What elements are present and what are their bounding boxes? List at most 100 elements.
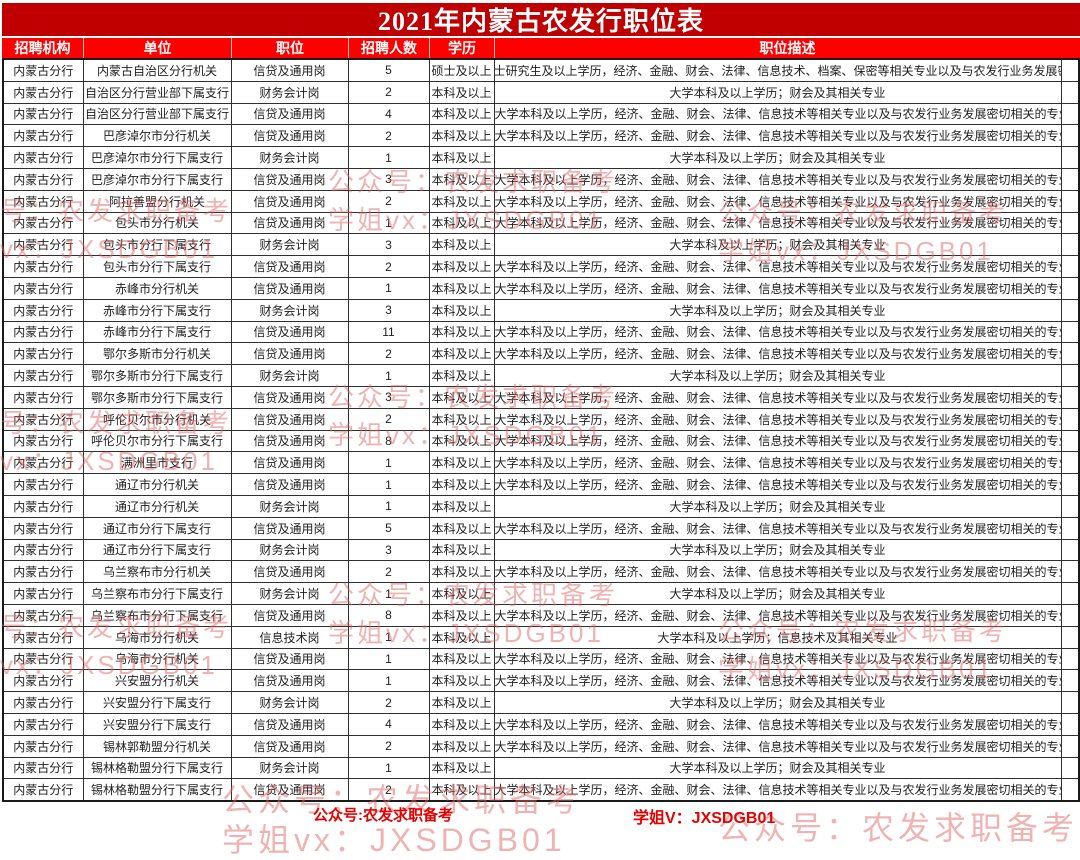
cell-description: 大学本科及以上学历，经济、金融、财会、法律、信息技术等相关专业以及与农发行业务发…	[493, 429, 1062, 453]
cell-spacer	[1060, 560, 1080, 584]
cell-count: 2	[347, 124, 430, 148]
cell-count: 1	[347, 473, 430, 496]
cell-unit: 自治区分行营业部下属支行	[82, 80, 232, 104]
cell-education: 本科及以上	[428, 276, 495, 300]
cell-org: 内蒙古分行	[2, 582, 84, 605]
description-text: 大学本科及以上学历；财会及其相关专业	[669, 587, 886, 602]
cell-org: 内蒙古分行	[2, 669, 84, 693]
description-text: 大学本科及以上学历；财会及其相关专业	[669, 151, 886, 166]
description-text: 大学本科及以上学历，经济、金融、财会、法律、信息技术等相关专业以及与农发行业务发…	[494, 194, 1061, 209]
cell-org: 内蒙古分行	[2, 494, 84, 518]
cell-description: 大学本科及以上学历；财会及其相关专业	[493, 146, 1062, 169]
cell-description: 大学本科及以上学历，经济、金融、财会、法律、信息技术等相关专业以及与农发行业务发…	[493, 342, 1062, 366]
cell-education: 本科及以上	[428, 473, 495, 496]
cell-position: 信贷及通用岗	[230, 669, 349, 693]
cell-spacer	[1060, 625, 1080, 649]
cell-unit: 乌海市分行机关	[82, 647, 232, 671]
cell-position: 信贷及通用岗	[230, 124, 349, 148]
cell-unit: 内蒙古自治区分行机关	[82, 58, 232, 82]
cell-count: 2	[347, 342, 430, 366]
cell-description: 大学本科及以上学历，经济、金融、财会、法律、信息技术等相关专业以及与农发行业务发…	[493, 647, 1062, 671]
cell-unit: 巴彦淖尔市分行机关	[82, 124, 232, 148]
description-text: 大学本科及以上学历，经济、金融、财会、法律、信息技术等相关专业以及与农发行业务发…	[494, 325, 1061, 340]
cell-description: 大学本科及以上学历，经济、金融、财会、法律、信息技术等相关专业以及与农发行业务发…	[493, 255, 1062, 278]
cell-org: 内蒙古分行	[2, 778, 84, 802]
cell-unit: 包头市分行下属支行	[82, 233, 232, 257]
cell-unit: 锡林郭勒盟分行机关	[82, 734, 232, 758]
cell-description: 大学本科及以上学历，经济、金融、财会、法律、信息技术等相关专业以及与农发行业务发…	[493, 669, 1062, 693]
cell-spacer	[1060, 255, 1080, 278]
cell-description: 硕士研究生及以上学历，经济、金融、财会、法律、信息技术、档案、保密等相关专业以及…	[493, 58, 1062, 82]
cell-position: 信贷及通用岗	[230, 385, 349, 409]
cell-count: 2	[347, 778, 430, 802]
cell-position: 信贷及通用岗	[230, 255, 349, 278]
cell-position: 信贷及通用岗	[230, 712, 349, 736]
table-row: 内蒙古分行 锡林格勒盟分行下属支行 财务会计岗 1 本科及以上 大学本科及以上学…	[2, 756, 1080, 780]
table-row: 内蒙古分行 鄂尔多斯市分行下属支行 财务会计岗 1 本科及以上 大学本科及以上学…	[2, 364, 1080, 387]
cell-education: 本科及以上	[428, 647, 495, 671]
cell-education: 本科及以上	[428, 451, 495, 475]
cell-spacer	[1060, 407, 1080, 431]
cell-count: 1	[347, 582, 430, 605]
table-row: 内蒙古分行 乌兰察布市分行下属支行 财务会计岗 1 本科及以上 大学本科及以上学…	[2, 582, 1080, 605]
description-text: 大学本科及以上学历，经济、金融、财会、法律、信息技术等相关专业以及与农发行业务发…	[494, 608, 1061, 623]
table-row: 内蒙古分行 兴安盟分行下属支行 信贷及通用岗 4 本科及以上 大学本科及以上学历…	[2, 712, 1080, 736]
cell-count: 5	[347, 516, 430, 540]
cell-description: 大学本科及以上学历；财会及其相关专业	[493, 364, 1062, 387]
table-row: 内蒙古分行 自治区分行营业部下属支行 信贷及通用岗 4 本科及以上 大学本科及以…	[2, 102, 1080, 126]
cell-org: 内蒙古分行	[2, 756, 84, 780]
description-text: 大学本科及以上学历，经济、金融、财会、法律、信息技术等相关专业以及与农发行业务发…	[494, 172, 1061, 187]
cell-unit: 兴安盟分行机关	[82, 669, 232, 693]
cell-description: 大学本科及以上学历，经济、金融、财会、法律、信息技术等相关专业以及与农发行业务发…	[493, 407, 1062, 431]
cell-education: 本科及以上	[428, 124, 495, 148]
cell-position: 财务会计岗	[230, 80, 349, 104]
cell-org: 内蒙古分行	[2, 516, 84, 540]
cell-org: 内蒙古分行	[2, 647, 84, 671]
cell-unit: 巴彦淖尔市分行下属支行	[82, 167, 232, 191]
cell-description: 大学本科及以上学历；信息技术及其相关专业	[493, 625, 1062, 649]
table-row: 内蒙古分行 内蒙古自治区分行机关 信贷及通用岗 5 硕士及以上 硕士研究生及以上…	[2, 58, 1080, 82]
cell-count: 1	[347, 364, 430, 387]
cell-position: 信贷及通用岗	[230, 342, 349, 366]
cell-education: 本科及以上	[428, 189, 495, 213]
description-text: 大学本科及以上学历；财会及其相关专业	[669, 303, 886, 318]
cell-org: 内蒙古分行	[2, 298, 84, 322]
cell-unit: 呼伦贝尔市分行下属支行	[82, 429, 232, 453]
table-row: 内蒙古分行 兴安盟分行机关 信贷及通用岗 1 本科及以上 大学本科及以上学历，经…	[2, 669, 1080, 693]
cell-unit: 赤峰市分行机关	[82, 276, 232, 300]
cell-count: 3	[347, 233, 430, 257]
cell-position: 信贷及通用岗	[230, 276, 349, 300]
cell-position: 信贷及通用岗	[230, 451, 349, 475]
cell-position: 财务会计岗	[230, 233, 349, 257]
cell-unit: 巴彦淖尔市分行下属支行	[82, 146, 232, 169]
table-header: 招聘机构 单位 职位 招聘人数 学历 职位描述	[2, 38, 1080, 58]
cell-org: 内蒙古分行	[2, 451, 84, 475]
cell-education: 本科及以上	[428, 778, 495, 802]
cell-org: 内蒙古分行	[2, 167, 84, 191]
cell-position: 财务会计岗	[230, 538, 349, 562]
cell-spacer	[1060, 298, 1080, 322]
cell-org: 内蒙古分行	[2, 102, 84, 126]
cell-org: 内蒙古分行	[2, 385, 84, 409]
column-header-position: 职位	[231, 38, 348, 58]
cell-count: 1	[347, 756, 430, 780]
description-text: 大学本科及以上学历，经济、金融、财会、法律、信息技术等相关专业以及与农发行业务发…	[494, 521, 1061, 536]
cell-count: 2	[347, 189, 430, 213]
cell-spacer	[1060, 80, 1080, 104]
cell-count: 3	[347, 385, 430, 409]
table-row: 内蒙古分行 鄂尔多斯市分行机关 信贷及通用岗 2 本科及以上 大学本科及以上学历…	[2, 342, 1080, 366]
column-header-unit: 单位	[83, 38, 231, 58]
column-header-description: 职位描述	[494, 38, 1080, 58]
cell-org: 内蒙古分行	[2, 538, 84, 562]
cell-spacer	[1060, 603, 1080, 627]
column-header-count: 招聘人数	[348, 38, 429, 58]
cell-spacer	[1060, 473, 1080, 496]
cell-description: 大学本科及以上学历，经济、金融、财会、法律、信息技术等相关专业以及与农发行业务发…	[493, 124, 1062, 148]
cell-description: 大学本科及以上学历，经济、金融、财会、法律、信息技术等相关专业以及与农发行业务发…	[493, 320, 1062, 344]
cell-org: 内蒙古分行	[2, 429, 84, 453]
table-row: 内蒙古分行 乌海市分行机关 信息技术岗 1 本科及以上 大学本科及以上学历；信息…	[2, 625, 1080, 649]
cell-org: 内蒙古分行	[2, 473, 84, 496]
description-text: 硕士研究生及以上学历，经济、金融、财会、法律、信息技术、档案、保密等相关专业以及…	[494, 63, 1060, 78]
table-row: 内蒙古分行 通辽市分行机关 信贷及通用岗 1 本科及以上 大学本科及以上学历，经…	[2, 473, 1080, 496]
table-row: 内蒙古分行 乌兰察布市分行机关 信贷及通用岗 2 本科及以上 大学本科及以上学历…	[2, 560, 1080, 584]
